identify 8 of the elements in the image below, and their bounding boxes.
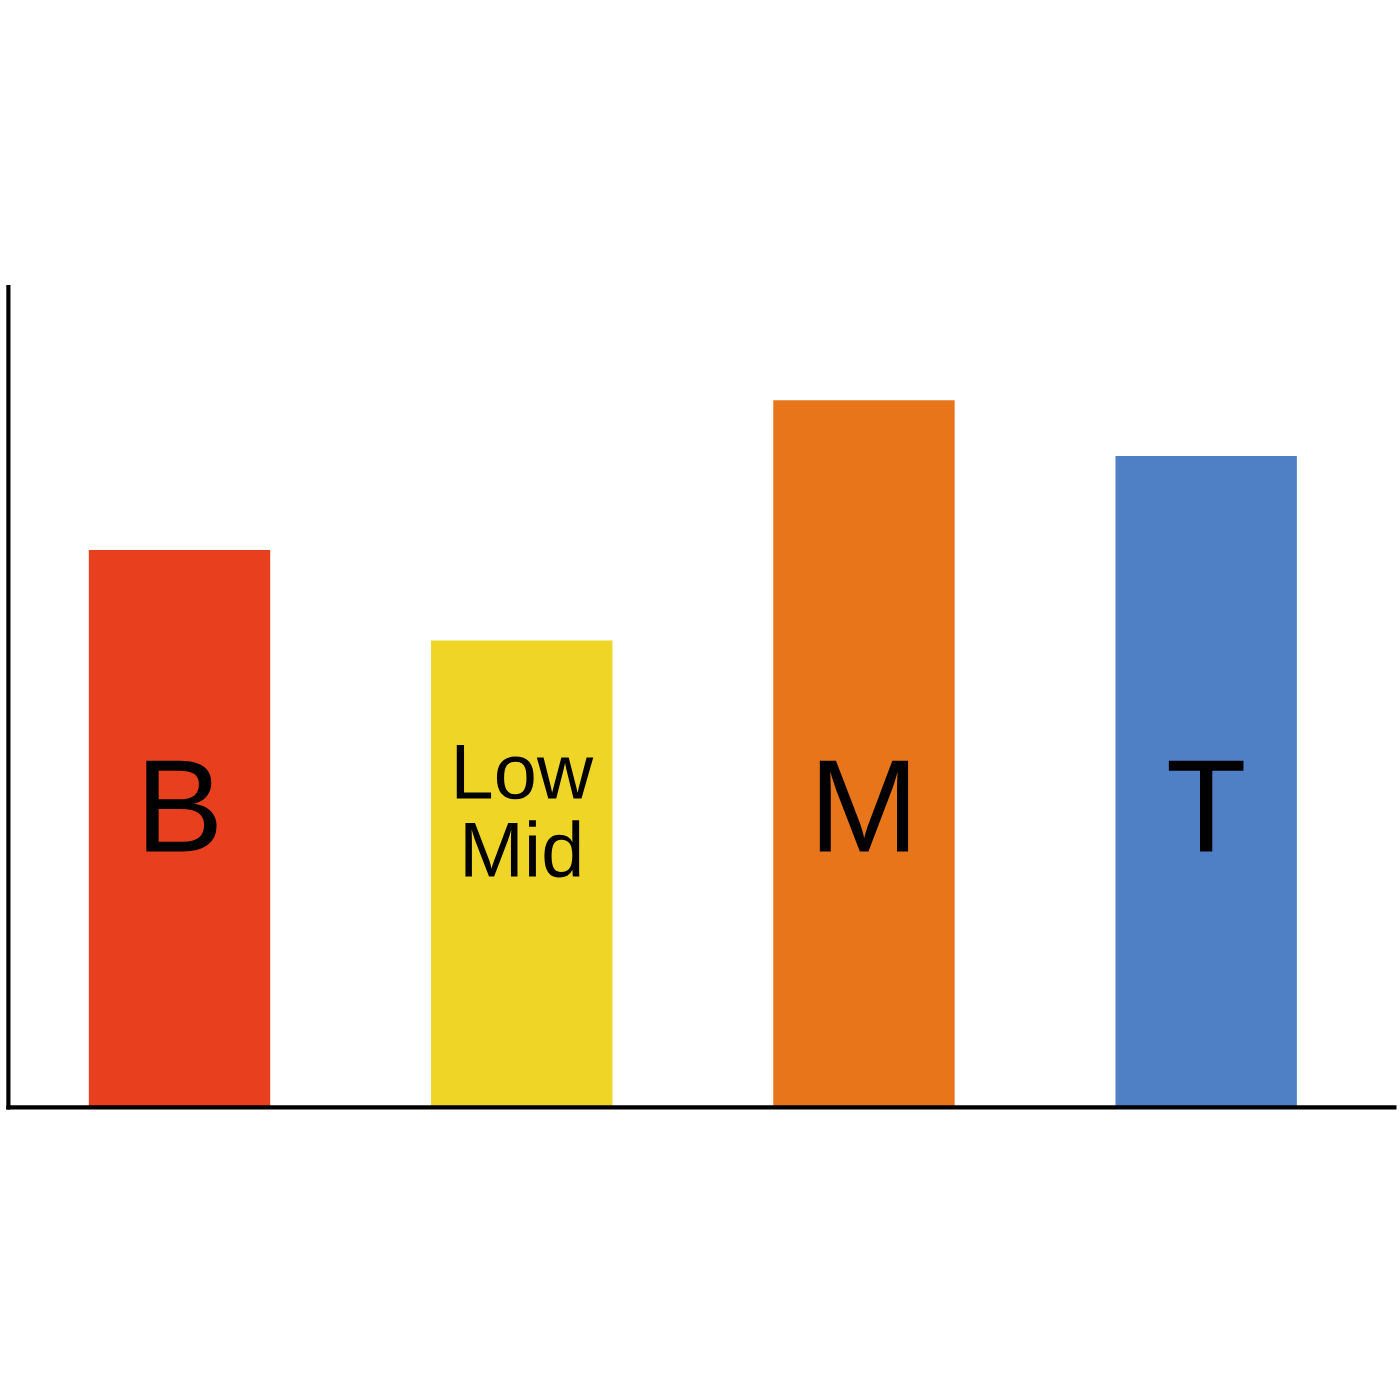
x-tick-label: Low Mid [456, 744, 594, 878]
bar [431, 640, 613, 1108]
bar [773, 400, 955, 1108]
bar [1115, 456, 1297, 1108]
bar [88, 550, 271, 1108]
x-tick-label: T [1168, 760, 1244, 852]
x-tick-label: M [819, 760, 909, 852]
x-tick-label: B [146, 760, 217, 852]
